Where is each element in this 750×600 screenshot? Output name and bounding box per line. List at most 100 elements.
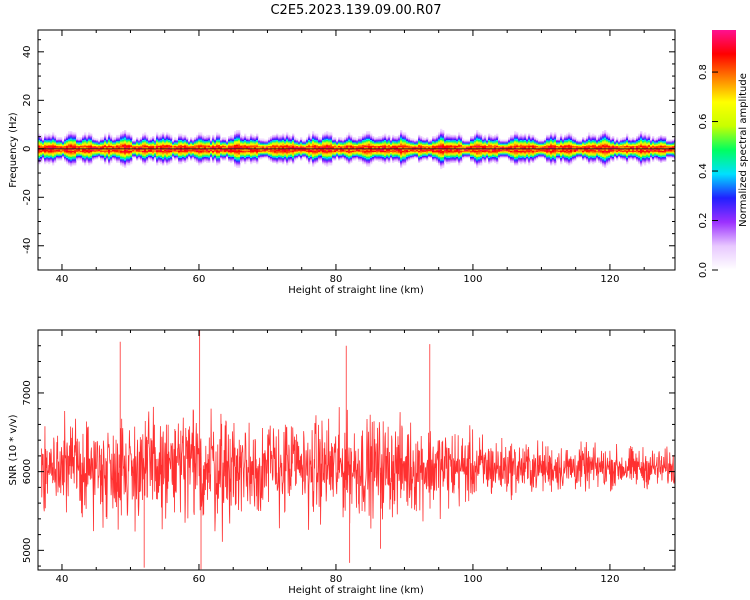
heatmap-cell (216, 155, 219, 157)
heatmap-cell (42, 157, 45, 160)
heatmap-cell (438, 154, 441, 156)
heatmap-cell (70, 140, 73, 143)
heatmap-cell (108, 136, 111, 138)
heatmap-cell (158, 134, 161, 137)
heatmap-cell (256, 143, 259, 145)
heatmap-cell (72, 145, 75, 148)
heatmap-cell (214, 153, 217, 155)
heatmap-cell (70, 142, 73, 144)
heatmap-cell (108, 149, 111, 151)
heatmap-cell (354, 140, 357, 143)
heatmap-cell (88, 143, 91, 145)
heatmap-cell (360, 150, 363, 153)
heatmap-cell (314, 146, 317, 149)
heatmap-cell (66, 151, 69, 154)
heatmap-cell (484, 161, 487, 164)
heatmap-cell (398, 136, 401, 138)
heatmap-cell (376, 139, 379, 142)
heatmap-cell (478, 138, 481, 140)
heatmap-cell (74, 138, 77, 140)
heatmap-cell (380, 137, 383, 139)
heatmap-cell (462, 155, 465, 157)
heatmap-cell (312, 133, 315, 136)
heatmap-cell (380, 145, 383, 148)
heatmap-cell (220, 154, 223, 156)
heatmap-cell (98, 154, 101, 156)
heatmap-cell (202, 137, 205, 139)
heatmap-cell (458, 145, 461, 148)
heatmap-cell (438, 139, 441, 142)
heatmap-cell (456, 150, 459, 153)
heatmap-cell (64, 157, 67, 160)
heatmap-cell (436, 143, 439, 145)
heatmap-cell (474, 137, 477, 139)
heatmap-cell (440, 157, 443, 160)
heatmap-cell (190, 145, 193, 148)
heatmap-cell (198, 153, 201, 155)
heatmap-cell (124, 143, 127, 145)
heatmap-cell (112, 155, 115, 157)
heatmap-cell (414, 151, 417, 154)
heatmap-cell (286, 162, 289, 165)
heatmap-cell (112, 154, 115, 156)
heatmap-cell (158, 160, 161, 162)
heatmap-cell (332, 150, 335, 153)
heatmap-cell (456, 138, 459, 140)
heatmap-cell (372, 160, 375, 162)
heatmap-cell (96, 144, 99, 147)
heatmap-cell (466, 151, 469, 154)
heatmap-cell (256, 137, 259, 139)
heatmap-cell (446, 159, 449, 161)
heatmap-cell (272, 159, 275, 161)
heatmap-cell (418, 149, 421, 151)
heatmap-cell (250, 133, 253, 136)
heatmap-cell (128, 133, 131, 136)
heatmap-cell (400, 132, 403, 134)
heatmap-cell (428, 156, 431, 159)
heatmap-cell (280, 151, 283, 154)
heatmap-cell (348, 132, 351, 134)
heatmap-cell (46, 157, 49, 160)
heatmap-cell (432, 151, 435, 154)
heatmap-cell (360, 138, 363, 140)
heatmap-cell (300, 151, 303, 154)
heatmap-cell (104, 134, 107, 137)
heatmap-cell (438, 146, 441, 149)
heatmap-cell (344, 151, 347, 154)
heatmap-cell (64, 146, 67, 149)
heatmap-cell (66, 139, 69, 142)
heatmap-cell (242, 154, 245, 156)
heatmap-cell (470, 150, 473, 153)
heatmap-cell (270, 157, 273, 160)
heatmap-cell (420, 140, 423, 143)
heatmap-cell (130, 160, 133, 162)
heatmap-cell (126, 137, 129, 139)
heatmap-cell (262, 155, 265, 157)
heatmap-cell (448, 160, 451, 162)
heatmap-cell (382, 146, 385, 149)
heatmap-cell (64, 153, 67, 155)
heatmap-cell (316, 134, 319, 137)
heatmap-cell (146, 139, 149, 142)
heatmap-cell (88, 163, 91, 166)
heatmap-cell (326, 131, 329, 133)
heatmap-cell (74, 160, 77, 162)
heatmap-cell (280, 160, 283, 162)
heatmap-cell (282, 140, 285, 143)
heatmap-cell (342, 154, 345, 156)
heatmap-cell (234, 163, 237, 166)
heatmap-cell (384, 160, 387, 162)
heatmap-cell (78, 138, 81, 140)
heatmap-cell (150, 157, 153, 160)
heatmap-cell (264, 150, 267, 153)
heatmap-cell (188, 149, 191, 151)
heatmap-cell (276, 162, 279, 165)
heatmap-cell (236, 131, 239, 133)
heatmap-cell (432, 153, 435, 155)
heatmap-cell (144, 136, 147, 138)
heatmap-cell (400, 150, 403, 153)
heatmap-cell (300, 144, 303, 147)
heatmap-cell (418, 151, 421, 154)
heatmap-cell (286, 159, 289, 161)
heatmap-cell (356, 149, 359, 151)
